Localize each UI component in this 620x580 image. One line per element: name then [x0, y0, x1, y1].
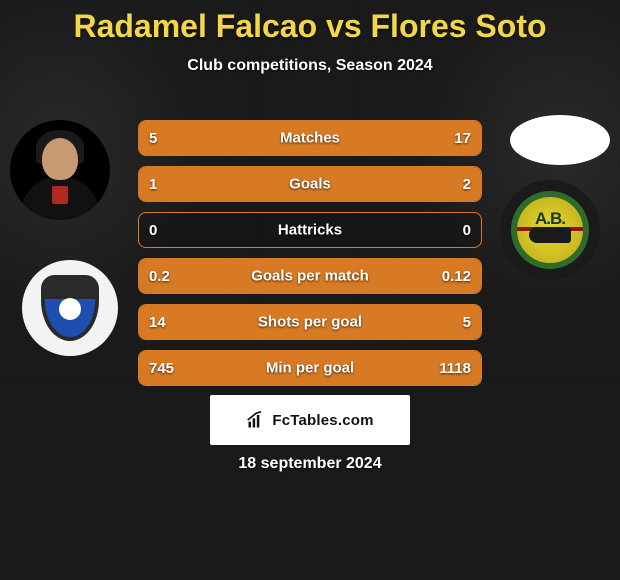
stat-right-value: 0.12	[435, 268, 471, 285]
stat-label: Goals	[289, 176, 331, 193]
club-left-crest	[22, 260, 118, 356]
stat-label: Goals per match	[251, 268, 369, 285]
stat-row: 5 Matches 17	[138, 120, 482, 156]
stats-container: 5 Matches 17 1 Goals 2 0 Hattricks 0 0.2…	[138, 120, 482, 396]
stat-right-value: 1118	[435, 360, 471, 377]
stat-left-value: 0.2	[149, 268, 185, 285]
stat-label: Hattricks	[278, 222, 342, 239]
stat-left-value: 5	[149, 130, 185, 147]
stat-right-value: 17	[435, 130, 471, 147]
stat-right-value: 5	[435, 314, 471, 331]
date-label: 18 september 2024	[238, 455, 381, 473]
stat-right-value: 0	[435, 222, 471, 239]
stat-row: 745 Min per goal 1118	[138, 350, 482, 386]
club-right-crest: A.B.	[500, 180, 600, 280]
stat-left-value: 14	[149, 314, 185, 331]
fctables-logo-icon	[246, 410, 266, 430]
stat-left-value: 745	[149, 360, 185, 377]
player-right-avatar	[510, 115, 610, 165]
stat-label: Matches	[280, 130, 340, 147]
stat-row: 14 Shots per goal 5	[138, 304, 482, 340]
page-title: Radamel Falcao vs Flores Soto	[0, 0, 620, 45]
stat-row: 0.2 Goals per match 0.12	[138, 258, 482, 294]
attribution-label: FcTables.com	[272, 412, 373, 429]
stat-row: 1 Goals 2	[138, 166, 482, 202]
stat-left-value: 0	[149, 222, 185, 239]
stat-left-value: 1	[149, 176, 185, 193]
player-left-avatar	[10, 120, 110, 220]
stat-right-value: 2	[435, 176, 471, 193]
club-right-letters: A.B.	[535, 209, 565, 229]
stat-label: Shots per goal	[258, 314, 362, 331]
stat-label: Min per goal	[266, 360, 354, 377]
page-subtitle: Club competitions, Season 2024	[0, 57, 620, 75]
attribution-box: FcTables.com	[210, 395, 410, 445]
stat-row: 0 Hattricks 0	[138, 212, 482, 248]
